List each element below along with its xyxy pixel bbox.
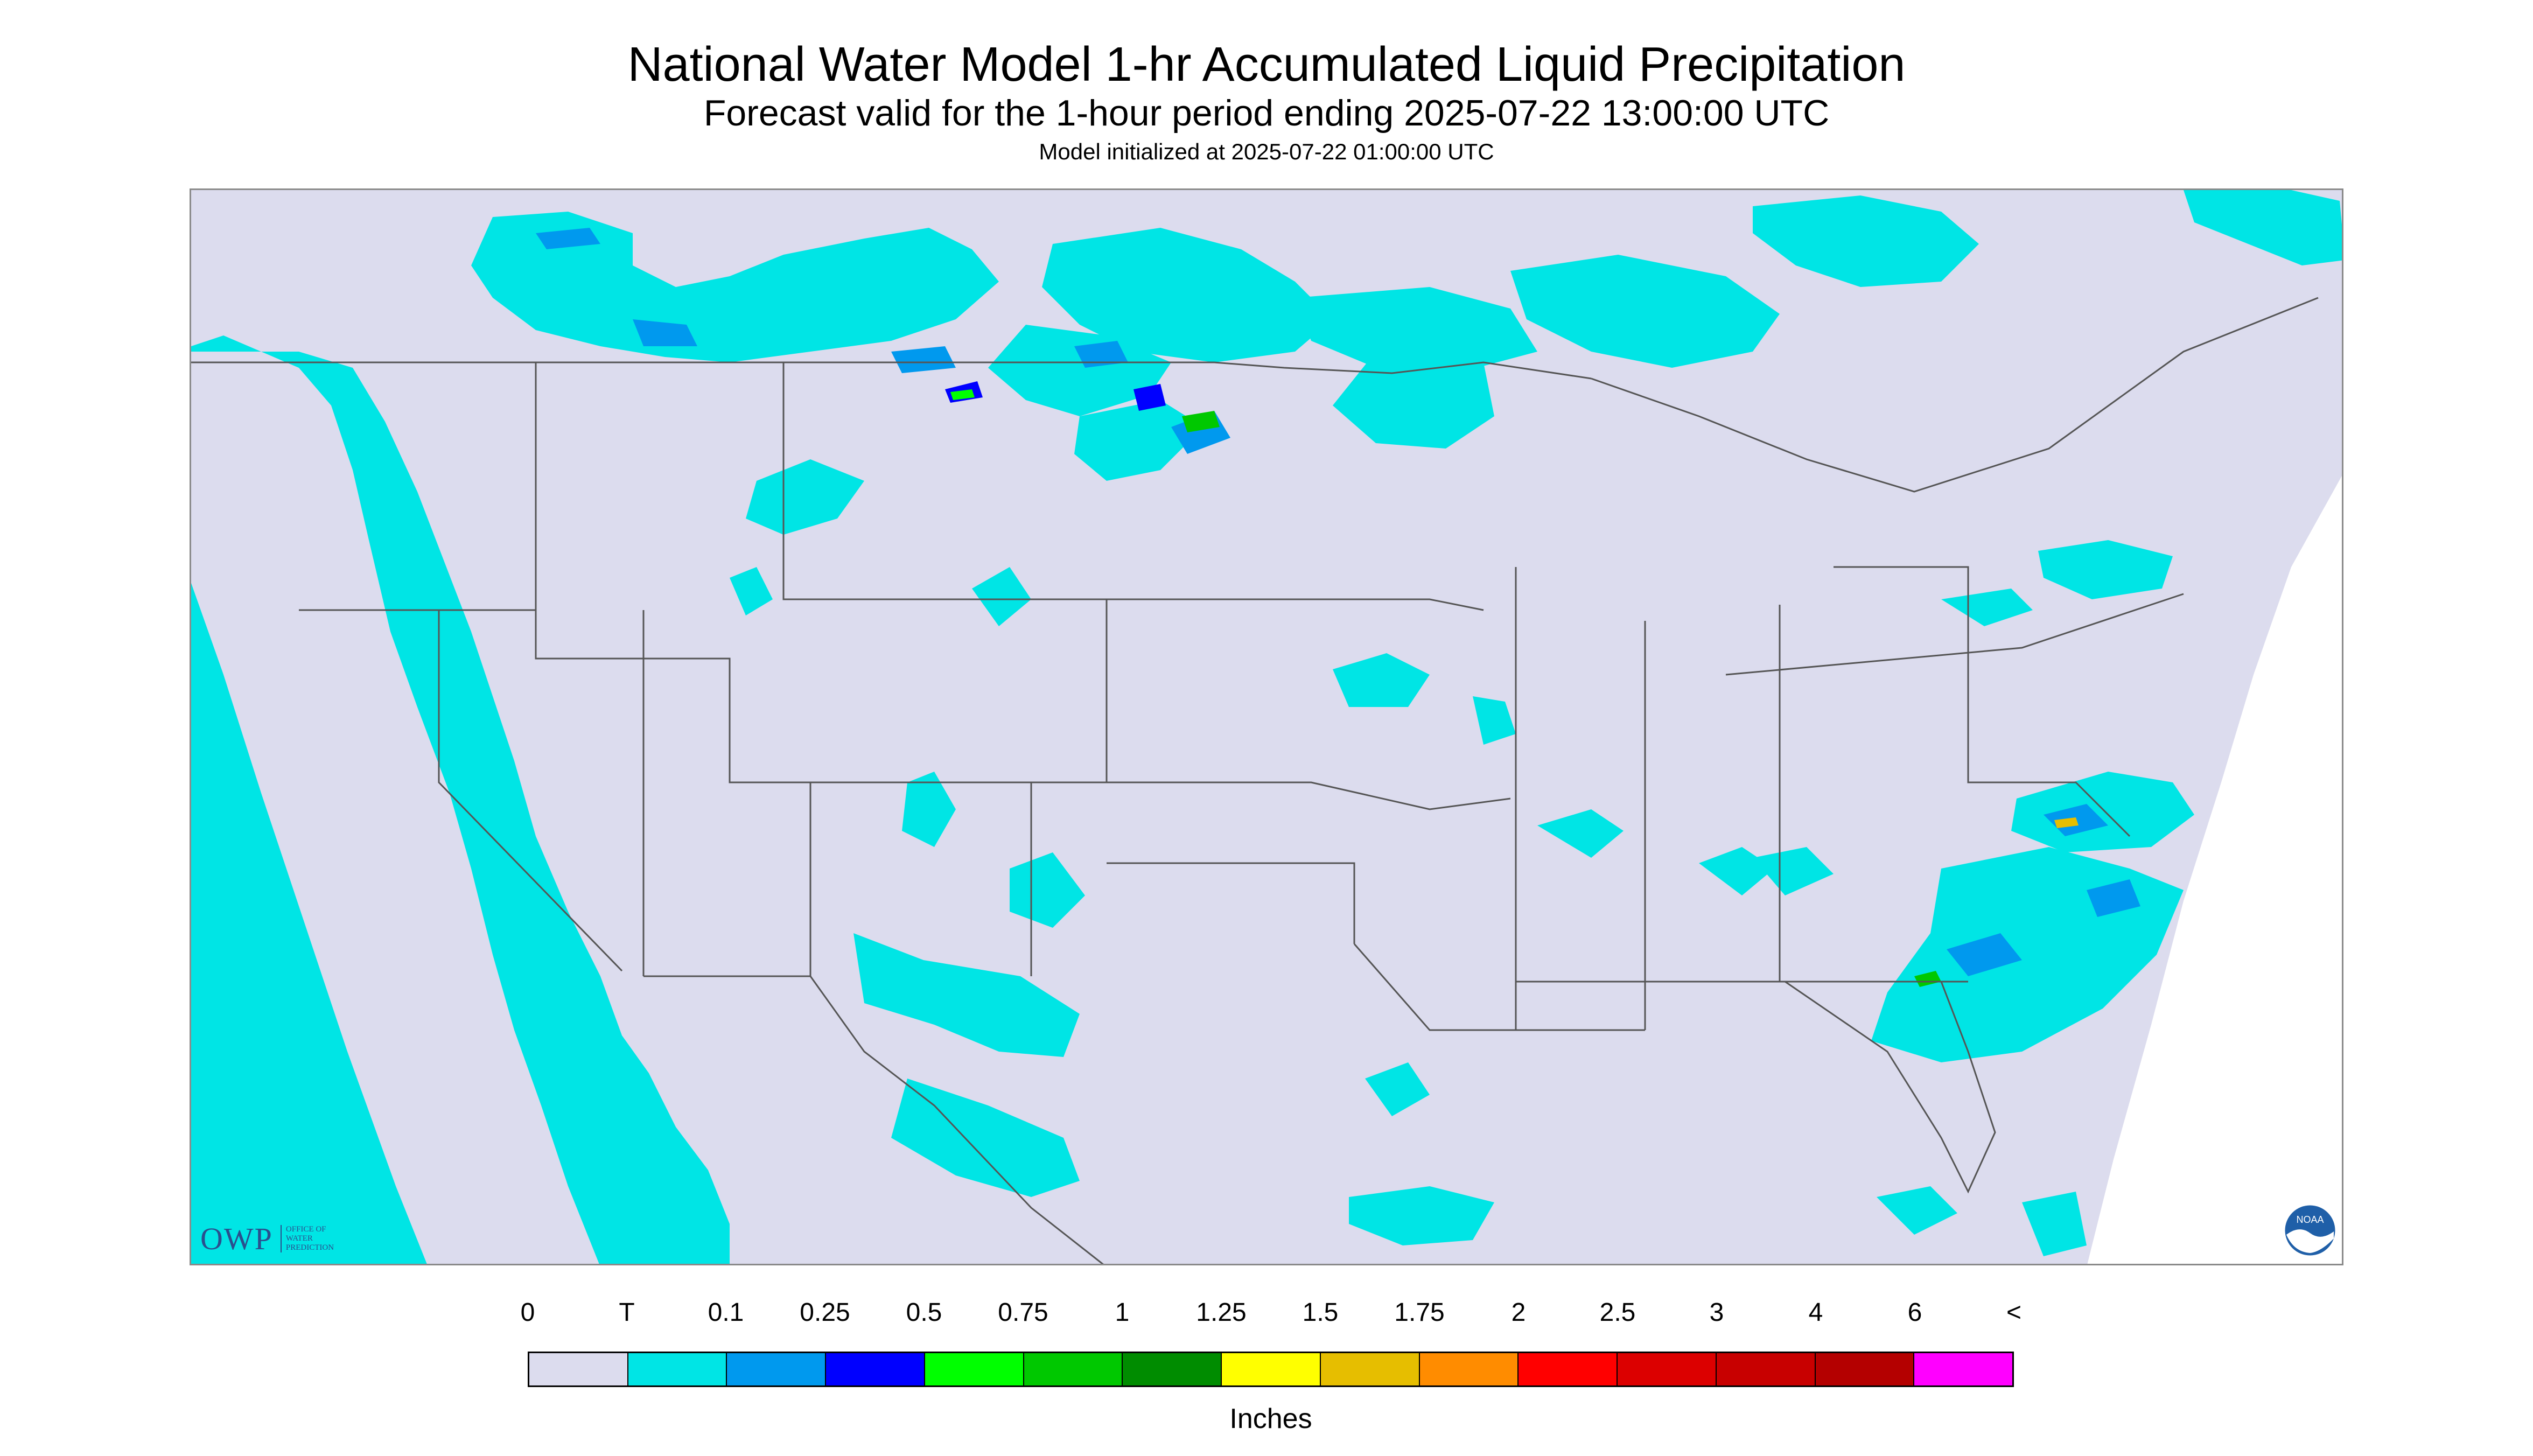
owp-logo-line-2: WATER [285, 1234, 313, 1243]
legend-swatch [1519, 1353, 1618, 1385]
legend-swatch [826, 1353, 925, 1385]
pacific-region [191, 335, 730, 1264]
owp-logo-mark: OWP [200, 1221, 273, 1256]
legend-label: 3 [1709, 1298, 1724, 1327]
outside-grid-right [2087, 475, 2342, 1264]
legend-swatch [1914, 1353, 2013, 1385]
legend-label: 0.25 [800, 1298, 850, 1327]
legend-swatch [628, 1353, 727, 1385]
legend-swatch [727, 1353, 827, 1385]
legend-swatch [1320, 1353, 1420, 1385]
legend-label: 1 [1115, 1298, 1130, 1327]
outside-grid-left [191, 583, 427, 1264]
legend-label: 1.25 [1196, 1298, 1247, 1327]
legend-swatch [1618, 1353, 1717, 1385]
legend-label: 2.5 [1599, 1298, 1636, 1327]
legend-unit-label: Inches [1229, 1403, 1312, 1434]
legend-label: 0.1 [708, 1298, 744, 1327]
owp-logo-line-1: OFFICE OF [285, 1224, 326, 1234]
legend-swatch [1222, 1353, 1321, 1385]
owp-logo-text: OFFICE OF WATER PREDICTION [280, 1224, 334, 1252]
precipitation-moderate-areas [536, 228, 2140, 976]
legend-swatch [529, 1353, 628, 1385]
owp-logo: OWP OFFICE OF WATER PREDICTION [200, 1220, 334, 1257]
legend-swatch [1024, 1353, 1123, 1385]
legend-label: 4 [1808, 1298, 1823, 1327]
boundary-lines [191, 297, 2319, 1264]
legend-label: 0.75 [998, 1298, 1048, 1327]
legend-label: 2 [1511, 1298, 1526, 1327]
legend-swatch [925, 1353, 1024, 1385]
legend-label: 1.75 [1394, 1298, 1445, 1327]
legend-label: < [2006, 1298, 2022, 1327]
map-title: National Water Model 1-hr Accumulated Li… [627, 38, 1906, 92]
legend-swatch [1419, 1353, 1519, 1385]
legend-label: 0.5 [906, 1298, 942, 1327]
precipitation-heavy-areas [945, 381, 2079, 987]
precipitation-legend: 0 T 0.1 0.25 0.5 0.75 1 1.25 1.5 1.75 2 2.5 3 4 6 < Inc… [521, 1292, 2021, 1434]
precipitation-trace-areas [471, 190, 2342, 1256]
legend-color-bar [528, 1352, 2014, 1387]
legend-swatch [1815, 1353, 1915, 1385]
owp-logo-line-3: PREDICTION [285, 1243, 334, 1252]
map-canvas [191, 190, 2342, 1264]
legend-label: T [619, 1298, 635, 1327]
legend-label: 0 [520, 1298, 535, 1327]
model-init-line: Model initialized at 2025-07-22 01:00:00… [1039, 139, 1494, 164]
legend-swatch [1123, 1353, 1222, 1385]
precipitation-map [190, 188, 2343, 1265]
legend-label: 1.5 [1302, 1298, 1339, 1327]
legend-labels: 0 T 0.1 0.25 0.5 0.75 1 1.25 1.5 1.75 2 2.5 3 4 6 < [521, 1292, 2021, 1327]
legend-label: 6 [1907, 1298, 1922, 1327]
forecast-valid-subtitle: Forecast valid for the 1-hour period end… [703, 93, 1830, 134]
noaa-logo-text: NOAA [2296, 1214, 2324, 1225]
legend-swatch [1716, 1353, 1816, 1385]
noaa-logo: NOAA [2283, 1203, 2337, 1257]
